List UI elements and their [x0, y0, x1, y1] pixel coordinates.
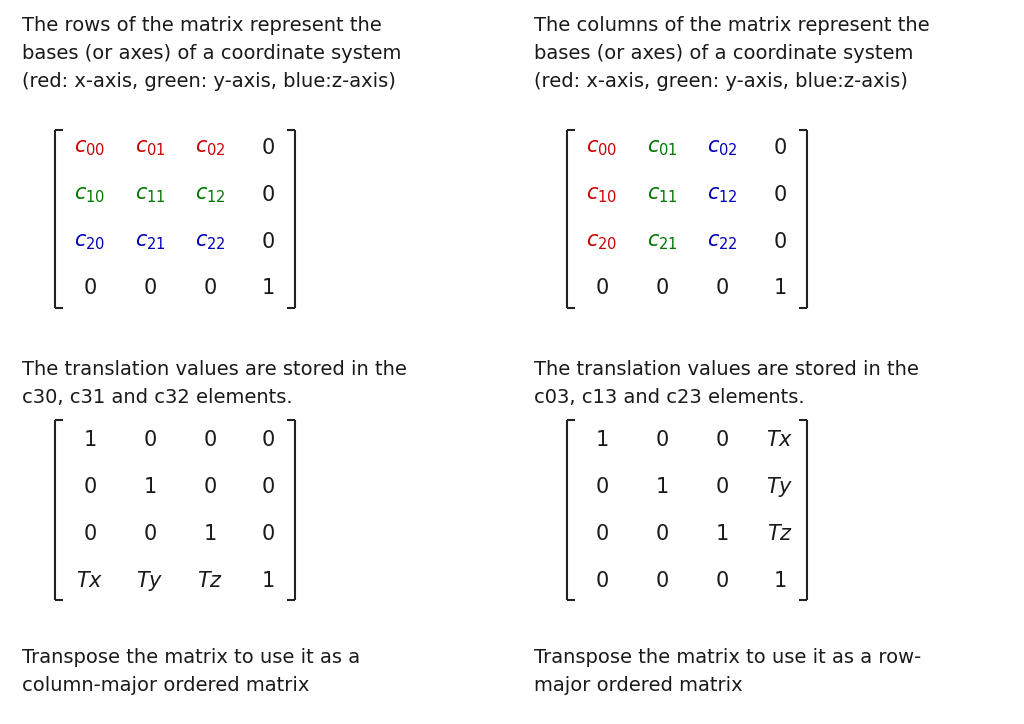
Text: $0$: $0$: [595, 524, 609, 544]
Text: $Ty$: $Ty$: [136, 569, 164, 593]
Text: $0$: $0$: [655, 430, 669, 450]
Text: Transpose the matrix to use it as a row-
major ordered matrix: Transpose the matrix to use it as a row-…: [534, 648, 922, 695]
Text: The rows of the matrix represent the
bases (or axes) of a coordinate system
(red: The rows of the matrix represent the bas…: [22, 16, 401, 91]
Text: $1$: $1$: [716, 524, 729, 544]
Text: $0$: $0$: [595, 477, 609, 497]
Text: $0$: $0$: [715, 430, 729, 450]
Text: $Ty$: $Ty$: [766, 475, 794, 499]
Text: $c_{01}$: $c_{01}$: [647, 138, 677, 158]
Text: The translation values are stored in the
c30, c31 and c32 elements.: The translation values are stored in the…: [22, 360, 407, 407]
Text: $c_{20}$: $c_{20}$: [75, 232, 105, 252]
Text: $0$: $0$: [655, 524, 669, 544]
Text: $1$: $1$: [143, 477, 157, 497]
Text: $0$: $0$: [655, 571, 669, 591]
Text: $0$: $0$: [261, 524, 274, 544]
Text: $0$: $0$: [203, 278, 217, 298]
Text: $c_{21}$: $c_{21}$: [647, 232, 677, 252]
Text: $0$: $0$: [595, 571, 609, 591]
Text: $0$: $0$: [261, 232, 274, 252]
Text: $c_{10}$: $c_{10}$: [75, 185, 105, 205]
Text: $Tz$: $Tz$: [767, 524, 793, 544]
Text: Transpose the matrix to use it as a
column-major ordered matrix: Transpose the matrix to use it as a colu…: [22, 648, 360, 695]
Text: $c_{02}$: $c_{02}$: [195, 138, 225, 158]
Text: $1$: $1$: [83, 430, 96, 450]
Text: $Tx$: $Tx$: [766, 430, 794, 450]
Text: The columns of the matrix represent the
bases (or axes) of a coordinate system
(: The columns of the matrix represent the …: [534, 16, 930, 91]
Text: $1$: $1$: [261, 571, 274, 591]
Text: $0$: $0$: [773, 138, 786, 158]
Text: $c_{12}$: $c_{12}$: [195, 185, 225, 205]
Text: $0$: $0$: [261, 430, 274, 450]
Text: $c_{22}$: $c_{22}$: [707, 232, 737, 252]
Text: $c_{01}$: $c_{01}$: [135, 138, 165, 158]
Text: $c_{00}$: $c_{00}$: [75, 138, 105, 158]
Text: $Tx$: $Tx$: [77, 571, 103, 591]
Text: $0$: $0$: [773, 232, 786, 252]
Text: $c_{02}$: $c_{02}$: [707, 138, 737, 158]
Text: $0$: $0$: [83, 524, 97, 544]
Text: $1$: $1$: [773, 278, 786, 298]
Text: $1$: $1$: [204, 524, 217, 544]
Text: $1$: $1$: [595, 430, 608, 450]
Text: $1$: $1$: [773, 571, 786, 591]
Text: $c_{11}$: $c_{11}$: [647, 185, 677, 205]
Text: $1$: $1$: [655, 477, 669, 497]
Text: $0$: $0$: [143, 278, 157, 298]
Text: $c_{00}$: $c_{00}$: [587, 138, 617, 158]
Text: $0$: $0$: [261, 185, 274, 205]
Text: $0$: $0$: [143, 524, 157, 544]
Text: $1$: $1$: [261, 278, 274, 298]
Text: $c_{20}$: $c_{20}$: [587, 232, 617, 252]
Text: $0$: $0$: [203, 477, 217, 497]
Text: $0$: $0$: [261, 138, 274, 158]
Text: $c_{11}$: $c_{11}$: [135, 185, 165, 205]
Text: $0$: $0$: [655, 278, 669, 298]
Text: $0$: $0$: [83, 477, 97, 497]
Text: $0$: $0$: [595, 278, 609, 298]
Text: $0$: $0$: [83, 278, 97, 298]
Text: $0$: $0$: [203, 430, 217, 450]
Text: $0$: $0$: [715, 477, 729, 497]
Text: $c_{21}$: $c_{21}$: [135, 232, 165, 252]
Text: $0$: $0$: [143, 430, 157, 450]
Text: $c_{10}$: $c_{10}$: [587, 185, 617, 205]
Text: $c_{22}$: $c_{22}$: [195, 232, 225, 252]
Text: $0$: $0$: [715, 278, 729, 298]
Text: The translation values are stored in the
c03, c13 and c23 elements.: The translation values are stored in the…: [534, 360, 919, 407]
Text: $0$: $0$: [715, 571, 729, 591]
Text: $c_{12}$: $c_{12}$: [707, 185, 737, 205]
Text: $0$: $0$: [773, 185, 786, 205]
Text: $0$: $0$: [261, 477, 274, 497]
Text: $Tz$: $Tz$: [197, 571, 223, 591]
